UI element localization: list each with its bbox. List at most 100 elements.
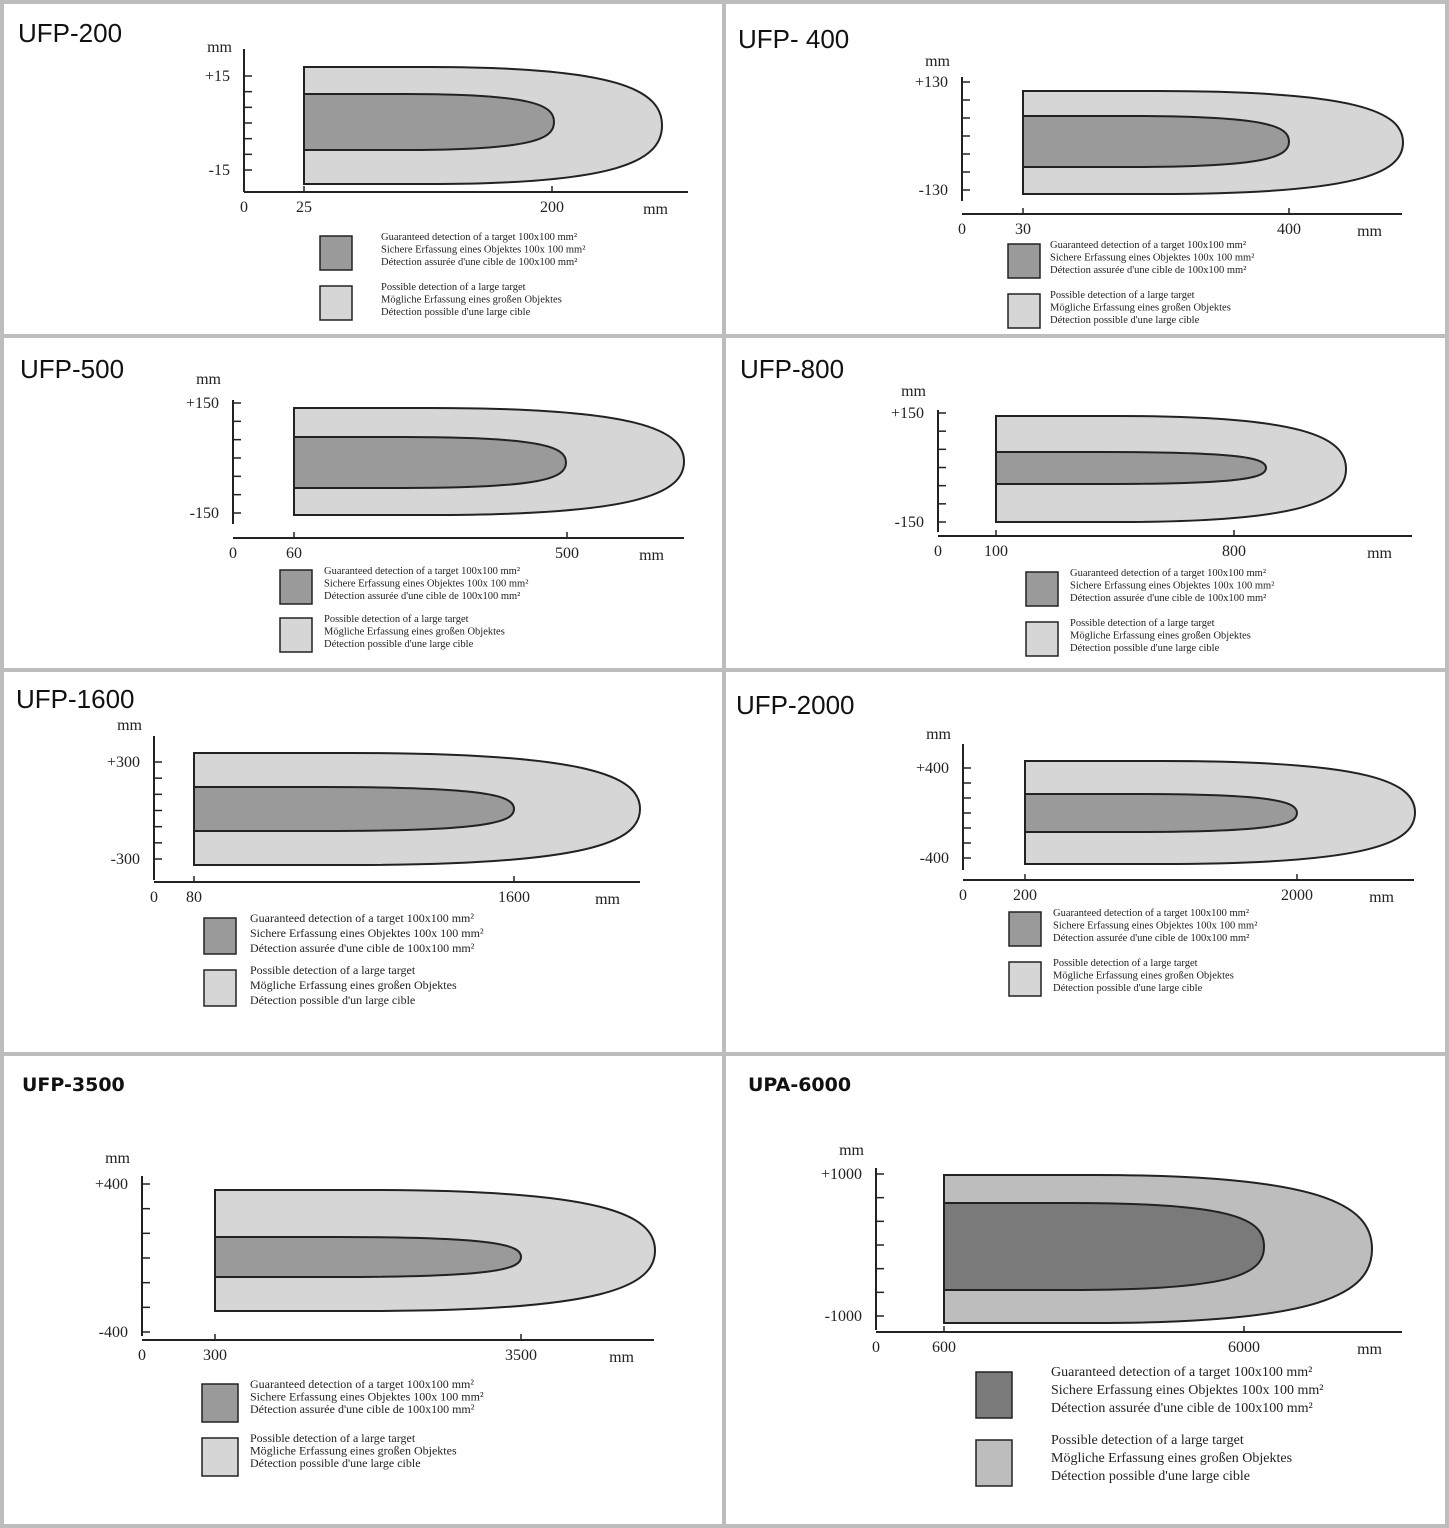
y-tick-label-bottom: -400: [920, 850, 949, 867]
legend-guaranteed-text: Guaranteed detection of a target 100x100…: [1053, 908, 1249, 919]
legend-guaranteed-text: Guaranteed detection of a target 100x100…: [250, 911, 474, 925]
panel-title: UPA-6000: [748, 1074, 852, 1096]
x-tick-label-zero: 0: [959, 887, 967, 904]
detection-zone-diagram: mm +150 -150 0 100 800 mm Guaranteed detection …: [891, 383, 1412, 657]
y-unit-label: mm: [926, 726, 951, 743]
legend-swatch-guaranteed: [1008, 911, 1042, 947]
x-unit-label: mm: [1367, 545, 1392, 562]
x-unit-label: mm: [609, 1349, 634, 1366]
legend-swatch-possible: [975, 1439, 1013, 1487]
panel-ufp-800: UFP-800 mm +150 -150 0 100 800 mm Guaranteed det…: [722, 334, 1449, 672]
legend-guaranteed-text: Sichere Erfassung eines Objektes 100x 10…: [1053, 921, 1257, 932]
guaranteed-detection-zone: [214, 1236, 523, 1278]
detection-zone-diagram: mm +130 -130 0 30 400 mm Guaranteed detection o…: [915, 53, 1405, 329]
legend-possible-text: Possible detection of a large target: [250, 1431, 416, 1445]
legend-guaranteed-text: Sichere Erfassung eines Objektes 100x 10…: [250, 926, 484, 940]
x-unit-label: mm: [1369, 889, 1394, 906]
x-tick-label-start: 30: [1015, 221, 1031, 238]
y-tick-label-bottom: -15: [209, 162, 230, 179]
guaranteed-detection-zone: [303, 93, 556, 151]
legend-possible-text: Détection possible d'une large cible: [324, 639, 474, 650]
x-tick-label-start: 600: [932, 1339, 956, 1356]
y-unit-label: mm: [925, 53, 950, 70]
legend-possible-text: Possible detection of a large target: [250, 963, 416, 977]
x-tick-label-start: 100: [984, 543, 1008, 560]
legend-swatch-guaranteed: [1025, 571, 1059, 607]
guaranteed-detection-zone: [1024, 793, 1299, 833]
legend-possible-text: Détection possible d'un large cible: [250, 993, 415, 1007]
x-tick-label-mid: 1600: [498, 889, 530, 906]
guaranteed-detection-zone: [293, 436, 568, 489]
detection-zone-diagram: mm +400 -400 0 200 2000 mm Guaranteed detection…: [916, 726, 1417, 997]
legend-possible-text: Mögliche Erfassung eines großen Objektes: [381, 295, 562, 306]
legend-swatch-possible: [1025, 621, 1059, 657]
legend-guaranteed-text: Sichere Erfassung eines Objektes 100x 10…: [1051, 1383, 1323, 1398]
panel-title: UFP- 400: [738, 24, 850, 54]
legend-possible-text: Détection possible d'une large cible: [250, 1456, 421, 1470]
x-tick-label-mid: 3500: [505, 1347, 537, 1364]
legend-guaranteed-text: Guaranteed detection of a target 100x100…: [1051, 1365, 1312, 1380]
x-tick-label-mid: 500: [555, 545, 579, 562]
guaranteed-detection-zone: [995, 451, 1268, 485]
detection-zone-diagram: mm +15 -15 0 25 200 mm Guaranteed detection of …: [205, 39, 688, 321]
legend-possible-text: Mögliche Erfassung eines großen Objektes: [1050, 303, 1231, 314]
panel-title: UFP-2000: [736, 690, 855, 720]
y-tick-label-top: +400: [95, 1176, 128, 1193]
legend-guaranteed-text: Guaranteed detection of a target 100x100…: [381, 232, 577, 243]
legend-swatch-possible: [1008, 961, 1042, 997]
legend-possible-text: Détection possible d'une large cible: [1070, 643, 1220, 654]
legend-guaranteed-text: Détection assurée d'une cible de 100x100…: [1070, 593, 1266, 604]
legend-swatch-possible: [279, 617, 313, 653]
y-tick-label-top: +150: [891, 405, 924, 422]
panel-ufp-200: UFP-200 mm +15 -15 0 25 200 mm Guaranteed detect…: [0, 0, 726, 338]
panel-ufp-400: UFP- 400 mm +130 -130 0 30 400 mm Guaranteed det…: [722, 0, 1449, 338]
panel-title: UFP-200: [18, 18, 123, 48]
legend-possible-text: Mögliche Erfassung eines großen Objektes: [250, 1444, 457, 1458]
y-tick-label-bottom: -150: [895, 514, 924, 531]
y-tick-label-top: +400: [916, 760, 949, 777]
legend-guaranteed-text: Détection assurée d'une cible de 100x100…: [324, 591, 520, 602]
x-tick-label-start: 60: [286, 545, 302, 562]
legend-guaranteed-text: Guaranteed detection of a target 100x100…: [1050, 240, 1246, 251]
y-unit-label: mm: [105, 1150, 130, 1167]
legend-possible-text: Possible detection of a large target: [1051, 1433, 1244, 1448]
legend-possible-text: Détection possible d'une large cible: [1050, 315, 1200, 326]
panel-upa-6000: UPA-6000 mm +1000 -1000 0 600 6000 mm Guaranteed…: [722, 1052, 1449, 1528]
legend-guaranteed-text: Détection assurée d'une cible de 100x100…: [1053, 933, 1249, 944]
guaranteed-detection-zone: [943, 1202, 1266, 1291]
legend-swatch-possible: [203, 969, 237, 1007]
panel-ufp-3500: UFP-3500 mm +400 -400 0 300 3500 mm Guaranteed d…: [0, 1052, 726, 1528]
y-tick-label-top: +15: [205, 68, 230, 85]
legend-guaranteed-text: Sichere Erfassung eines Objektes 100x 10…: [1050, 253, 1254, 264]
y-tick-label-top: +130: [915, 74, 948, 91]
legend-possible-text: Possible detection of a large target: [324, 614, 469, 625]
panel-title: UFP-1600: [16, 684, 135, 714]
legend-possible-text: Mögliche Erfassung eines großen Objektes: [250, 978, 457, 992]
legend-guaranteed-text: Détection assurée d'une cible de 100x100…: [1050, 265, 1246, 276]
y-unit-label: mm: [196, 371, 221, 388]
panel-ufp-500: UFP-500 mm +150 -150 0 60 500 mm Guaranteed dete…: [0, 334, 726, 672]
x-unit-label: mm: [1357, 223, 1382, 240]
y-tick-label-bottom: -150: [190, 505, 219, 522]
legend-swatch-guaranteed: [203, 917, 237, 955]
guaranteed-detection-zone: [193, 786, 516, 832]
legend-guaranteed-text: Sichere Erfassung eines Objektes 100x 10…: [250, 1390, 484, 1404]
x-tick-label-zero: 0: [872, 1339, 880, 1356]
legend-possible-text: Possible detection of a large target: [381, 282, 526, 293]
legend-swatch-possible: [201, 1437, 239, 1477]
legend-guaranteed-text: Guaranteed detection of a target 100x100…: [250, 1377, 474, 1391]
x-tick-label-mid: 800: [1222, 543, 1246, 560]
detection-zone-diagram: mm +150 -150 0 60 500 mm Guaranteed detection o…: [186, 371, 686, 653]
y-tick-label-bottom: -130: [919, 182, 948, 199]
legend-swatch-guaranteed: [201, 1383, 239, 1423]
y-tick-label-top: +300: [107, 754, 140, 771]
legend-possible-text: Mögliche Erfassung eines großen Objektes: [324, 627, 505, 638]
legend-guaranteed-text: Sichere Erfassung eines Objektes 100x 10…: [1070, 581, 1274, 592]
x-tick-label-start: 80: [186, 889, 202, 906]
x-tick-label-zero: 0: [958, 221, 966, 238]
legend-swatch-guaranteed: [319, 235, 353, 271]
legend-swatch-guaranteed: [279, 569, 313, 605]
x-tick-label-start: 25: [296, 199, 312, 216]
legend-guaranteed-text: Détection assurée d'une cible de 100x100…: [250, 1402, 475, 1416]
